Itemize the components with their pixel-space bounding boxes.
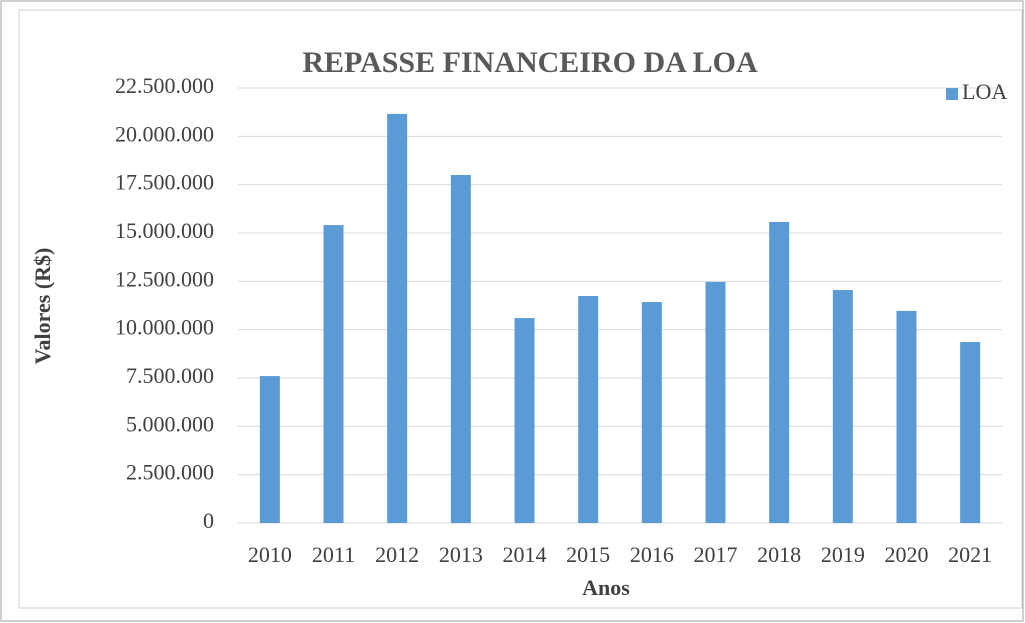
- y-tick-label: 15.000.000: [115, 218, 214, 243]
- chart-border: [18, 9, 1023, 609]
- bar: [450, 175, 471, 523]
- x-tick-label: 2017: [694, 542, 738, 567]
- x-tick-label: 2021: [948, 542, 992, 567]
- y-tick-label: 7.500.000: [126, 363, 214, 388]
- bar: [514, 318, 535, 523]
- y-tick-label: 17.500.000: [115, 170, 214, 195]
- legend-label: LOA: [962, 79, 1007, 104]
- y-tick-label: 0: [203, 508, 214, 533]
- bar: [896, 310, 917, 523]
- bar: [259, 376, 280, 523]
- y-tick-label: 5.000.000: [126, 411, 214, 436]
- x-tick-label: 2019: [821, 542, 865, 567]
- x-axis-label: Anos: [582, 575, 630, 600]
- bar: [960, 342, 981, 523]
- legend-swatch: [946, 88, 958, 100]
- bar: [769, 221, 790, 524]
- x-tick-label: 2012: [375, 542, 419, 567]
- x-tick-label: 2020: [885, 542, 929, 567]
- bar: [323, 225, 344, 523]
- y-tick-label: 2.500.000: [126, 460, 214, 485]
- y-tick-label: 20.000.000: [115, 121, 214, 146]
- x-tick-label: 2016: [630, 542, 674, 567]
- y-axis-label: Valores (R$): [30, 248, 55, 365]
- x-tick-label: 2011: [312, 542, 355, 567]
- x-tick-label: 2015: [566, 542, 610, 567]
- bar: [641, 302, 662, 523]
- bar: [705, 281, 726, 523]
- x-tick-label: 2014: [503, 542, 547, 567]
- bar: [832, 290, 853, 523]
- y-tick-label: 10.000.000: [115, 315, 214, 340]
- y-tick-label: 22.500.000: [115, 73, 214, 98]
- y-tick-label: 12.500.000: [115, 266, 214, 291]
- x-tick-label: 2010: [248, 542, 292, 567]
- chart-title: REPASSE FINANCEIRO DA LOA: [302, 46, 758, 79]
- x-tick-label: 2013: [439, 542, 483, 567]
- x-tick-label: 2018: [757, 542, 801, 567]
- bar: [387, 113, 408, 523]
- bar: [578, 296, 599, 523]
